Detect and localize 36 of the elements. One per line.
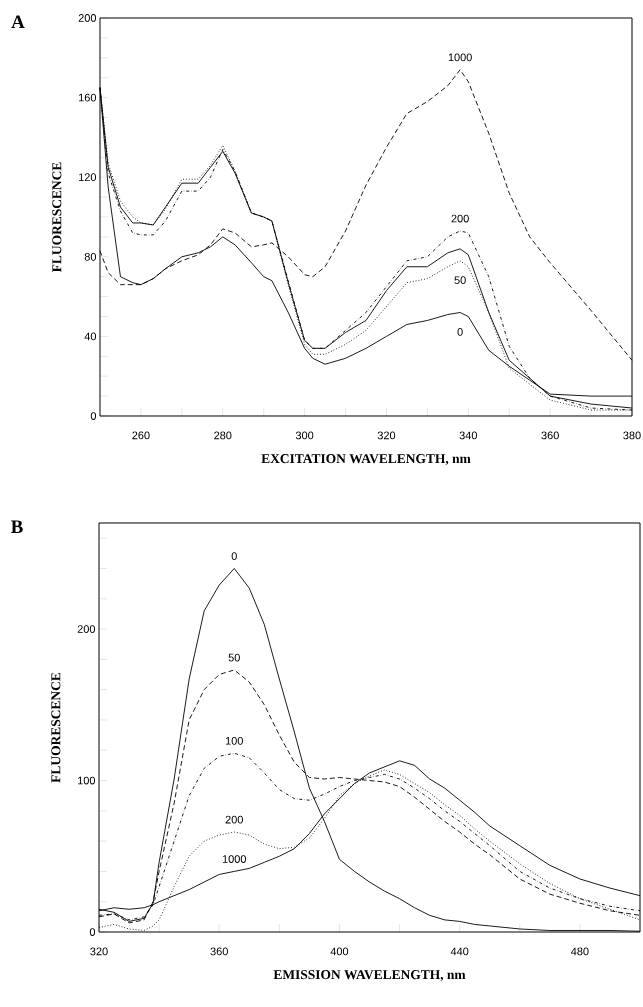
- series-label: 1000: [222, 855, 246, 863]
- y-tick-label: 200: [78, 14, 97, 22]
- y-tick-label: 200: [77, 625, 96, 633]
- series-label: 50: [228, 653, 240, 662]
- x-tick-label: 400: [330, 947, 349, 956]
- y-tick-label: 40: [84, 332, 97, 341]
- x-axis-title: EMISSION WAVELENGTH, nm: [273, 970, 466, 982]
- series-label: 1000: [448, 53, 472, 62]
- y-tick-label: 160: [79, 93, 97, 102]
- x-tick-label: 260: [132, 431, 150, 440]
- x-tick-label: 340: [459, 431, 477, 440]
- x-tick-label: 360: [210, 947, 228, 956]
- y-tick-label: 100: [78, 776, 96, 785]
- series-label: 100: [225, 736, 243, 745]
- x-tick-label: 360: [541, 431, 559, 440]
- series-label: 200: [451, 214, 469, 223]
- x-axis-title: EXCITATION WAVELENGTH, nm: [261, 454, 471, 466]
- chart-title: B: [11, 520, 23, 533]
- y-tick-label: 0: [90, 412, 97, 420]
- y-tick-label: 0: [89, 928, 96, 936]
- chart-title: A: [11, 15, 25, 29]
- y-tick-label: 80: [84, 252, 97, 261]
- x-tick-label: 300: [295, 431, 314, 440]
- x-tick-label: 320: [90, 947, 108, 956]
- x-tick-label: 380: [623, 431, 641, 440]
- x-tick-label: 480: [571, 947, 589, 956]
- x-tick-label: 320: [377, 431, 396, 440]
- y-axis-title: FLUORESCENCE: [52, 162, 62, 273]
- series-label: 50: [454, 276, 466, 285]
- series-label: 200: [225, 815, 243, 824]
- y-axis-title: FLUORESCENCE: [51, 672, 61, 783]
- series-label: 0: [457, 328, 463, 336]
- y-tick-label: 120: [79, 173, 97, 182]
- series-label: 0: [231, 552, 237, 560]
- x-tick-label: 280: [214, 431, 232, 440]
- x-tick-label: 440: [450, 947, 469, 956]
